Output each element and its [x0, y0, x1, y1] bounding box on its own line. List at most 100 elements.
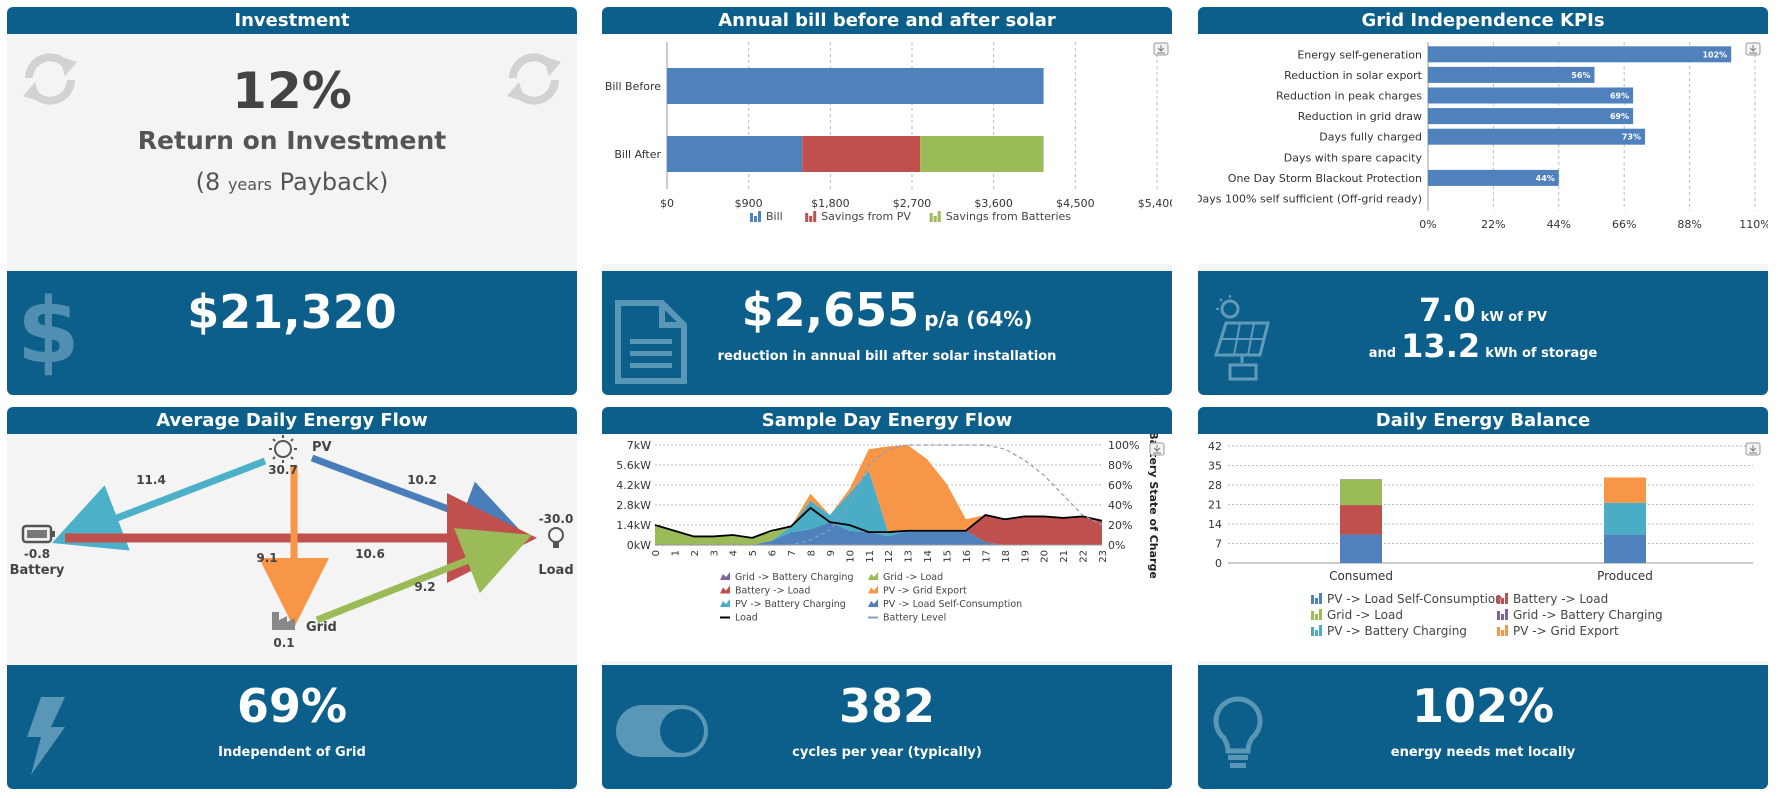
sample-chart: 0kW 1.4kW 2.8kW 4.2kW 5.6kW 7kW 0% 20% 40% 60% 80%…: [616, 431, 1165, 624]
load-label: Load: [538, 563, 573, 578]
legend-icon: [1501, 614, 1504, 620]
legend-label: Battery Level: [883, 613, 946, 624]
sample-day-title: Sample Day Energy Flow: [602, 407, 1172, 434]
y2-tick-label: 0%: [1108, 539, 1125, 552]
solar-panel-icon: [1213, 295, 1270, 381]
y2-axis-label: Battery State of Charge: [1147, 434, 1160, 579]
lightbulb-icon: [1213, 696, 1263, 768]
legend-icon: [1501, 630, 1504, 636]
legend-icon: [1501, 598, 1504, 604]
x-category-label: Produced: [1597, 569, 1653, 583]
kpi-data-label: 56%: [1571, 71, 1590, 80]
reduction-line: $2,655 p/a (64%): [602, 283, 1172, 337]
legend-icon: [868, 599, 878, 607]
pv-line: 7.0 kW of PV: [1198, 291, 1768, 329]
x-tick-label: 4: [729, 550, 740, 556]
kpi-data-label: 102%: [1702, 50, 1727, 59]
x-tick-label: 3: [709, 550, 720, 556]
kpi-data-label: 69%: [1610, 92, 1629, 101]
flow-grid-load-arrow: [315, 528, 533, 624]
kpi-bar: [1428, 108, 1634, 125]
x-tick-label: $0: [660, 197, 674, 210]
y-tick-label: 7kW: [627, 439, 651, 452]
stacked-bar-segment: [1340, 505, 1382, 535]
legend-icon: [813, 211, 817, 222]
kpi-label: Reduction in peak charges: [1276, 90, 1422, 103]
reduction-suffix: p/a (64%): [924, 307, 1033, 331]
storage-prefix: and: [1368, 346, 1397, 361]
flow-grid-load-value: 9.2: [414, 580, 435, 594]
x-tick-label: 23: [1098, 550, 1109, 563]
investment-panel: Investment 12% Return on Investment (8 y…: [7, 7, 577, 395]
x-tick-label: 13: [904, 550, 915, 563]
legend-icon: [754, 216, 757, 222]
reduction-value: $2,655: [741, 283, 920, 337]
kpi-label: Reduction in solar export: [1284, 69, 1423, 82]
legend-label: Battery -> Load: [735, 586, 810, 597]
battery-value: -0.8: [24, 547, 50, 561]
legend-label: PV -> Load Self-Consumption: [883, 599, 1022, 610]
y-category-label: Bill Before: [605, 80, 661, 93]
document-icon: [615, 300, 687, 384]
legend-icon: [1319, 593, 1322, 604]
legend-icon: [868, 585, 878, 594]
y-tick-label: 1.4kW: [616, 519, 651, 532]
kpi-bar: [1428, 66, 1595, 83]
y2-tick-label: 40%: [1108, 499, 1132, 512]
daily-flow-diagram: PV 30.7 -0.8 Battery -30.0 Load Grid 0.1…: [7, 434, 577, 661]
legend-icon: [929, 213, 933, 222]
refresh-icon: [23, 53, 77, 105]
storage-unit: kWh of storage: [1485, 346, 1598, 361]
bill-chart: $0 $900 $1,800 $2,700 $3,600 $4,500 $5,400 Bill…: [605, 42, 1172, 223]
y-tick-label: 42: [1208, 440, 1222, 453]
x-tick-label: 110%: [1739, 218, 1768, 231]
y-tick-label: 2.8kW: [616, 499, 651, 512]
area-pv-battery-charging: [655, 470, 1102, 545]
battery-level-line: [655, 444, 1103, 546]
legend-icon: [1319, 625, 1322, 636]
export-menu-icon: [1749, 445, 1757, 454]
legend-icon: [1319, 609, 1322, 620]
legend-icon: [1497, 627, 1500, 636]
legend-icon: [720, 585, 730, 594]
legend-icon: [1497, 611, 1500, 620]
stacked-bar-segment: [1604, 477, 1646, 503]
kpi-label: Days 100% self sufficient (Off-grid read…: [1198, 193, 1422, 206]
legend-label: PV -> Grid Export: [883, 586, 967, 597]
grid-kpis-chart-area: 0% 22% 44% 66% 88% 110% Energy self-generation…: [1198, 34, 1768, 264]
investment-body: 12% Return on Investment (8 years Paybac…: [7, 34, 577, 264]
stacked-bar-segment: [1340, 534, 1382, 563]
battery-icon: [21, 524, 55, 544]
x-tick-label: 20: [1040, 550, 1051, 563]
x-tick-label: 17: [981, 550, 992, 563]
load-value: -30.0: [539, 512, 574, 526]
y2-tick-label: 80%: [1108, 459, 1132, 472]
sample-day-chart-area: 0kW 1.4kW 2.8kW 4.2kW 5.6kW 7kW 0% 20% 40% 60% 80%…: [602, 431, 1172, 661]
legend-icon: [1311, 595, 1314, 604]
x-tick-label: 7: [787, 550, 798, 556]
annual-bill-chart-area: $0 $900 $1,800 $2,700 $3,600 $4,500 $5,400 Bill…: [602, 34, 1172, 264]
export-menu-icon: [1157, 45, 1165, 54]
y-tick-label: 35: [1208, 460, 1222, 473]
kpi-data-label: 44%: [1536, 174, 1555, 183]
kpi-label: Reduction in grid draw: [1298, 110, 1422, 123]
payback-open: (8: [195, 168, 221, 196]
legend-label: Savings from Batteries: [946, 210, 1072, 223]
storage-line: and 13.2 kWh of storage: [1198, 327, 1768, 365]
x-tick-label: 21: [1059, 550, 1070, 563]
legend-icon: [720, 599, 730, 607]
battery-label: Battery: [10, 563, 65, 578]
y-tick-label: 0kW: [627, 539, 651, 552]
grid-kpis-panel: Grid Independence KPIs 0% 22% 44% 66% 88% 110…: [1198, 7, 1768, 395]
legend-icon: [1497, 595, 1500, 604]
legend-icon: [809, 216, 813, 222]
y2-tick-label: 100%: [1108, 439, 1139, 452]
x-tick-label: 0: [651, 550, 662, 556]
x-tick-label: 2: [690, 550, 701, 556]
x-tick-label: 16: [962, 550, 973, 563]
y-tick-label: 28: [1208, 479, 1222, 492]
legend-icon: [758, 211, 761, 222]
y-category-label: Bill After: [614, 148, 661, 161]
bar-segment: [667, 68, 1044, 104]
pv-unit: kW of PV: [1480, 310, 1547, 325]
